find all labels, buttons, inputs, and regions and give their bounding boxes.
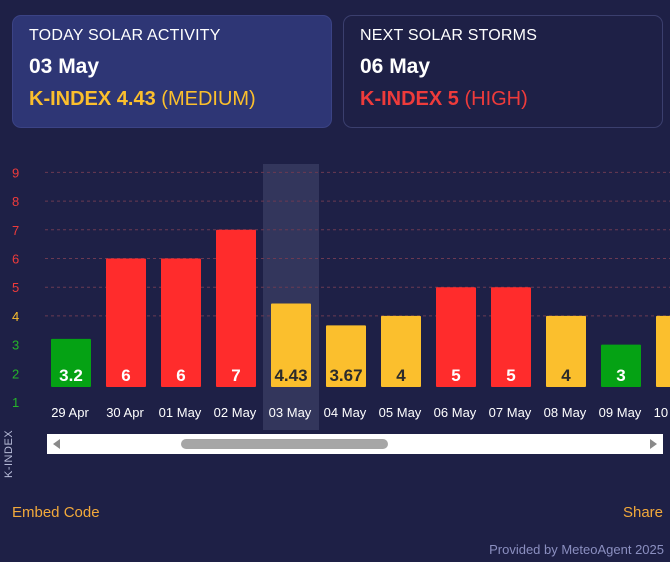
- today-kindex-level: (MEDIUM): [161, 88, 256, 110]
- scroll-thumb[interactable]: [181, 439, 388, 449]
- y-tick-label: 9: [12, 165, 19, 180]
- bar: [161, 258, 201, 387]
- today-highlight-band: [263, 164, 319, 430]
- x-tick-label: 03 May: [269, 405, 312, 420]
- provided-by-credit: Provided by MeteoAgent 2025: [489, 542, 664, 557]
- bar: [51, 338, 91, 387]
- bar: [656, 315, 670, 387]
- bar: [271, 303, 311, 387]
- bar-value-label: 4: [561, 366, 571, 385]
- next-kindex-value: K-INDEX 5: [360, 88, 459, 110]
- today-card-title: TODAY SOLAR ACTIVITY: [29, 27, 221, 44]
- y-tick-label: 7: [12, 223, 19, 238]
- y-tick-label: 6: [12, 252, 19, 267]
- bar: [546, 315, 586, 387]
- bar: [106, 258, 146, 387]
- scroll-right-icon[interactable]: [650, 439, 657, 449]
- bar-value-label: 5: [506, 366, 515, 385]
- bar: [216, 229, 256, 387]
- x-tick-label: 07 May: [489, 405, 532, 420]
- x-tick-label: 08 May: [544, 405, 587, 420]
- next-kindex: K-INDEX 5 (HIGH): [360, 88, 646, 111]
- x-tick-label: 02 May: [214, 405, 257, 420]
- next-card-date: 06 May: [360, 55, 431, 78]
- x-tick-label: 10 May: [654, 405, 670, 420]
- bar: [436, 287, 476, 387]
- x-tick-label: 29 Apr: [51, 405, 89, 420]
- x-tick-label: 05 May: [379, 405, 422, 420]
- next-kindex-level: (HIGH): [464, 88, 528, 110]
- bar-value-label: 3: [616, 366, 625, 385]
- next-card-title: NEXT SOLAR STORMS: [360, 27, 538, 44]
- y-axis-label: K-INDEX: [3, 429, 15, 478]
- bar-value-label: 7: [231, 366, 240, 385]
- chart-scrollbar[interactable]: [47, 434, 663, 454]
- today-card-date: 03 May: [29, 55, 100, 78]
- bar-value-label: 3.67: [329, 366, 362, 385]
- x-tick-label: 06 May: [434, 405, 477, 420]
- bar-value-label: 4: [396, 366, 406, 385]
- bar-value-label: 4.43: [274, 366, 307, 385]
- bar: [326, 325, 366, 387]
- today-kindex-value: K-INDEX 4.43: [29, 88, 156, 110]
- y-tick-label: 1: [12, 395, 19, 410]
- today-kindex: K-INDEX 4.43 (MEDIUM): [29, 88, 315, 111]
- embed-code-link[interactable]: Embed Code: [12, 504, 100, 521]
- next-storm-card: NEXT SOLAR STORMS 06 May K-INDEX 5 (HIGH…: [343, 15, 663, 128]
- x-tick-label: 09 May: [599, 405, 642, 420]
- today-activity-card: TODAY SOLAR ACTIVITY 03 May K-INDEX 4.43…: [12, 15, 332, 128]
- bar: [381, 315, 421, 387]
- x-tick-label: 04 May: [324, 405, 367, 420]
- bar: [601, 344, 641, 387]
- y-tick-label: 2: [12, 366, 19, 381]
- bar-value-label: 6: [121, 366, 130, 385]
- share-link[interactable]: Share: [622, 504, 663, 521]
- y-tick-label: 3: [12, 338, 19, 353]
- y-tick-label: 5: [12, 280, 19, 295]
- scroll-left-icon[interactable]: [53, 439, 60, 449]
- y-tick-label: 8: [12, 194, 19, 209]
- bar-value-label: 5: [451, 366, 460, 385]
- bar: [491, 287, 531, 387]
- x-tick-label: 01 May: [159, 405, 202, 420]
- bar-value-label: 3.2: [59, 366, 83, 385]
- y-tick-label: 4: [12, 309, 19, 324]
- bar-value-label: 6: [176, 366, 185, 385]
- kindex-bar-chart: 1 2 3 4 5 6 7 8 9 3.2 29 Apr 6 30 Apr 6 01 May 7 02 May 4…: [12, 164, 670, 430]
- x-tick-label: 30 Apr: [106, 405, 144, 420]
